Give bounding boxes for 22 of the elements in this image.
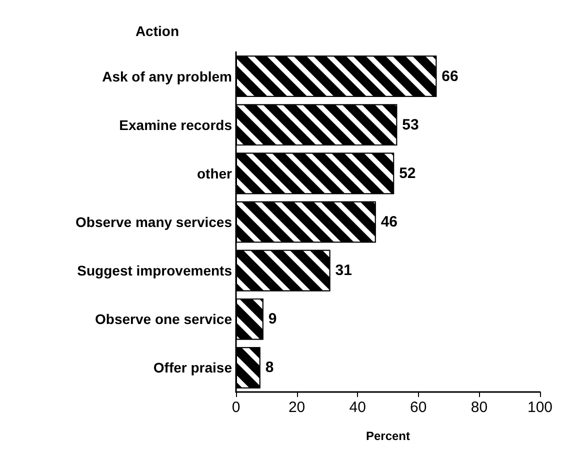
y-tick-label: Observe many services bbox=[76, 214, 232, 230]
x-tick-label: 40 bbox=[349, 399, 366, 416]
x-tick-label: 60 bbox=[410, 399, 427, 416]
x-tick-label: 80 bbox=[470, 399, 488, 416]
x-tick-label: 20 bbox=[288, 399, 306, 416]
y-axis-title: Action bbox=[135, 23, 179, 39]
x-axis-title: Percent bbox=[366, 429, 410, 443]
y-tick-label: Ask of any problem bbox=[102, 68, 232, 84]
data-label: 52 bbox=[399, 164, 416, 182]
y-tick-label: Observe one service bbox=[95, 311, 232, 328]
data-label: 66 bbox=[442, 68, 458, 85]
data-label: 31 bbox=[335, 262, 352, 280]
y-tick-label: Suggest improvements bbox=[77, 262, 232, 279]
data-label: 46 bbox=[380, 214, 398, 230]
x-tick-label: 0 bbox=[232, 399, 240, 416]
y-tick-label: Examine records bbox=[119, 116, 232, 133]
data-label: 9 bbox=[268, 310, 277, 328]
data-label: 53 bbox=[402, 116, 419, 134]
y-tick-label: Offer praise bbox=[153, 360, 232, 376]
y-tick-label: other bbox=[197, 165, 233, 182]
data-label: 8 bbox=[265, 359, 274, 376]
x-tick-label: 100 bbox=[527, 399, 553, 416]
